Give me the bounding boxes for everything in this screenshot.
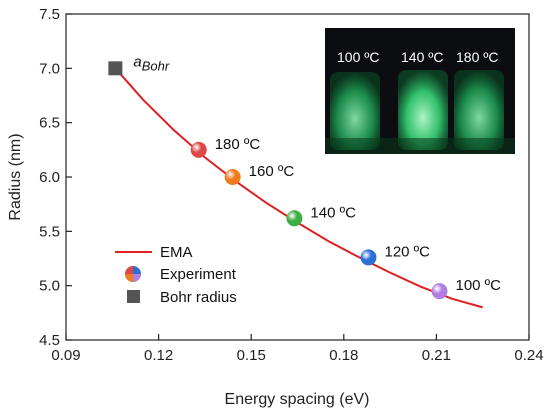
legend-bohr-label: Bohr radius <box>160 289 237 306</box>
y-tick-label: 6.0 <box>39 169 60 186</box>
inset-photo: 100 ºC 140 ºC 180 ºC <box>325 28 515 154</box>
experiment-point <box>286 210 303 227</box>
inset-vial-3 <box>454 70 504 150</box>
inset-label-1: 100 ºC <box>337 49 379 65</box>
inset-label-2: 140 ºC <box>401 49 443 65</box>
points-layer: aBohr 180 ºC 160 ºC 140 ºC 120 ºC 100 ºC <box>108 53 501 300</box>
legend: EMA Experiment Bohr radius <box>115 244 237 306</box>
bohr-radius-label-subscript: Bohr <box>142 58 170 73</box>
legend-bohr-marker <box>127 290 140 303</box>
legend-experiment-label: Experiment <box>160 266 237 283</box>
experiment-point <box>190 141 207 158</box>
inset-vial-2 <box>398 70 448 150</box>
y-tick-label: 7.5 <box>39 6 60 23</box>
bohr-radius-label: aBohr <box>133 53 169 73</box>
axes: 0.09 0.12 0.15 0.18 0.21 0.24 4.5 5.0 5.5 6.0 6.5 7… <box>39 6 543 364</box>
y-axis-title: Radius (nm) <box>7 133 24 220</box>
inset-label-3: 180 ºC <box>456 49 498 65</box>
x-tick-label: 0.21 <box>422 347 451 364</box>
x-tick-label: 0.18 <box>329 347 358 364</box>
x-tick-label: 0.12 <box>144 347 173 364</box>
inset-base-glow <box>325 138 515 154</box>
x-tick-label: 0.24 <box>514 347 543 364</box>
x-tick-label: 0.15 <box>237 347 266 364</box>
x-tick-label: 0.09 <box>51 347 80 364</box>
y-tick-label: 4.5 <box>39 332 60 349</box>
y-tick-label: 5.5 <box>39 223 60 240</box>
experiment-point-label: 120 ºC <box>384 243 430 260</box>
experiment-point-label: 140 ºC <box>310 204 356 221</box>
legend-experiment-marker <box>125 266 141 282</box>
bohr-radius-point <box>108 61 123 76</box>
experiment-point <box>431 283 448 300</box>
experiment-point-label: 100 ºC <box>455 277 501 294</box>
y-tick-label: 7.0 <box>39 60 60 77</box>
inset-vial-1 <box>330 72 380 150</box>
y-tick-label: 5.0 <box>39 278 60 295</box>
bohr-radius-label-main: a <box>133 53 141 70</box>
experiment-point <box>224 169 241 185</box>
experiment-point-label: 180 ºC <box>215 136 261 153</box>
x-axis-title: Energy spacing (eV) <box>225 391 370 408</box>
y-tick-label: 6.5 <box>39 115 60 132</box>
experiment-point <box>360 249 377 266</box>
legend-ema-label: EMA <box>160 244 193 261</box>
experiment-point-label: 160 ºC <box>249 163 295 180</box>
